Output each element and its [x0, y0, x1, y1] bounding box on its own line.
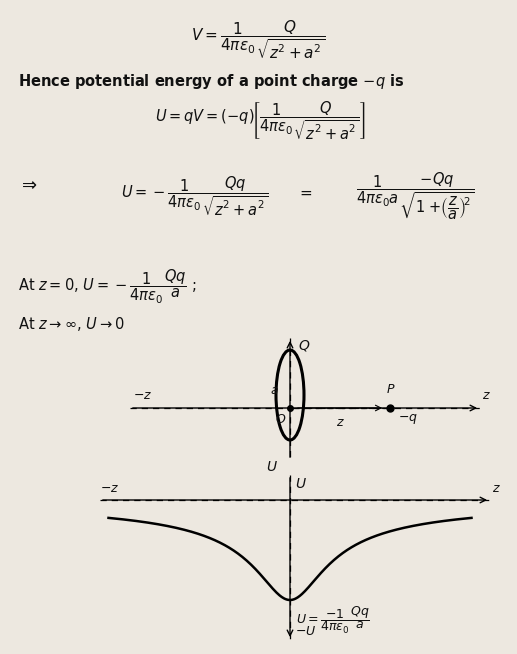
Text: Hence potential energy of a point charge $-q$ is: Hence potential energy of a point charge… — [18, 72, 404, 91]
Text: $U$: $U$ — [295, 477, 307, 491]
Text: $z$: $z$ — [336, 416, 344, 429]
Text: $z$: $z$ — [492, 482, 501, 495]
Text: At $z = 0$, $U = -\dfrac{1}{4\pi\varepsilon_0}\dfrac{Qq}{a}$ ;: At $z = 0$, $U = -\dfrac{1}{4\pi\varepsi… — [18, 268, 196, 306]
Text: $z$: $z$ — [482, 389, 491, 402]
Text: At $z \rightarrow \infty$, $U \rightarrow 0$: At $z \rightarrow \infty$, $U \rightarro… — [18, 315, 125, 333]
Text: $U = \dfrac{-1}{4\pi\varepsilon_0}\dfrac{Qq}{a}$: $U = \dfrac{-1}{4\pi\varepsilon_0}\dfrac… — [296, 605, 370, 636]
Text: $U = qV = (-q)\!\left[\dfrac{1}{4\pi\varepsilon_0}\dfrac{Q}{\sqrt{z^2+a^2}}\righ: $U = qV = (-q)\!\left[\dfrac{1}{4\pi\var… — [155, 100, 366, 143]
Text: a: a — [270, 383, 278, 396]
Text: $=$: $=$ — [297, 185, 313, 200]
Text: $U$: $U$ — [266, 460, 278, 474]
Text: $V = \dfrac{1}{4\pi\varepsilon_0}\dfrac{Q}{\sqrt{z^2+a^2}}$: $V = \dfrac{1}{4\pi\varepsilon_0}\dfrac{… — [191, 18, 325, 61]
Text: $U = -\dfrac{1}{4\pi\varepsilon_0}\dfrac{Qq}{\sqrt{z^2+a^2}}$: $U = -\dfrac{1}{4\pi\varepsilon_0}\dfrac… — [121, 175, 269, 218]
Text: $-z$: $-z$ — [133, 389, 152, 402]
Text: $-q$: $-q$ — [398, 412, 418, 426]
Text: $-z$: $-z$ — [100, 482, 119, 495]
Text: P: P — [386, 383, 394, 396]
Text: $-U$: $-U$ — [295, 625, 316, 638]
Text: $\dfrac{1}{4\pi\varepsilon_0 a}\dfrac{-Qq}{\sqrt{1+\!\left(\dfrac{z}{a}\right)^{: $\dfrac{1}{4\pi\varepsilon_0 a}\dfrac{-Q… — [356, 170, 474, 220]
Text: O: O — [275, 413, 285, 426]
Text: $\Rightarrow$: $\Rightarrow$ — [18, 175, 38, 193]
Text: $Q$: $Q$ — [298, 338, 310, 353]
